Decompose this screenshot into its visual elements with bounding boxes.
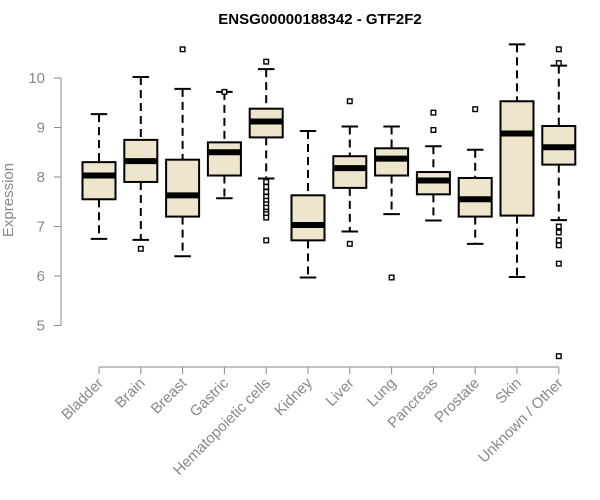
box-group	[81, 113, 117, 240]
outlier-point	[430, 126, 437, 133]
y-tick-label: 8	[37, 169, 45, 186]
outlier-point	[221, 88, 228, 95]
box-group	[165, 46, 201, 258]
y-tick-label: 5	[37, 318, 45, 335]
box	[374, 147, 410, 177]
x-tick-label: Bladder	[58, 375, 107, 424]
outlier-point	[555, 229, 562, 236]
box-group	[457, 106, 493, 245]
x-tick-label: Liver	[323, 375, 358, 410]
box-group	[206, 88, 242, 200]
x-tick-label: Brain	[112, 375, 149, 412]
box	[81, 161, 117, 201]
outlier-point	[263, 188, 270, 195]
x-tick-label: Breast	[148, 374, 191, 417]
box-group	[332, 98, 368, 247]
box	[165, 158, 201, 218]
box	[499, 100, 535, 217]
box-group	[248, 58, 284, 244]
chart-title: ENSG00000188342 - GTF2F2	[218, 11, 421, 28]
box-group	[499, 43, 535, 278]
x-tick-label: Kidney	[271, 374, 316, 419]
outlier-point	[263, 58, 270, 65]
plot-area	[81, 43, 577, 360]
outlier-point	[388, 274, 395, 281]
x-tick-label: Lung	[364, 375, 400, 411]
y-tick-label: 7	[37, 219, 45, 236]
y-axis: 5 6 7 8 9 10	[28, 70, 62, 335]
outlier-point	[555, 237, 562, 244]
x-tick-label: Skin	[492, 375, 525, 408]
outlier-point	[346, 98, 353, 105]
box	[332, 155, 368, 189]
outlier-point	[555, 353, 562, 360]
outlier-point	[430, 109, 437, 116]
outlier-point	[263, 214, 270, 221]
outlier-point	[263, 237, 270, 244]
outlier-point	[346, 240, 353, 247]
y-tick-label: 9	[37, 120, 45, 137]
outlier-point	[555, 260, 562, 267]
y-axis-label: Expression	[0, 163, 17, 237]
x-tick-label: Prostate	[431, 375, 483, 427]
outlier-point	[555, 46, 562, 53]
box	[290, 194, 326, 242]
outlier-point	[263, 178, 270, 185]
outlier-point	[472, 106, 479, 113]
y-tick-label: 10	[28, 70, 45, 87]
box-group	[290, 129, 326, 279]
box-group	[123, 76, 159, 252]
box	[206, 141, 242, 177]
outlier-point	[179, 46, 186, 53]
box-group	[374, 125, 410, 281]
outlier-point	[555, 223, 562, 230]
box-group	[541, 46, 577, 360]
outlier-point	[555, 242, 562, 249]
outlier-point	[137, 245, 144, 252]
outlier-point	[263, 183, 270, 190]
outlier-point	[555, 60, 562, 67]
box-group	[415, 109, 451, 222]
y-tick-label: 6	[37, 268, 45, 285]
